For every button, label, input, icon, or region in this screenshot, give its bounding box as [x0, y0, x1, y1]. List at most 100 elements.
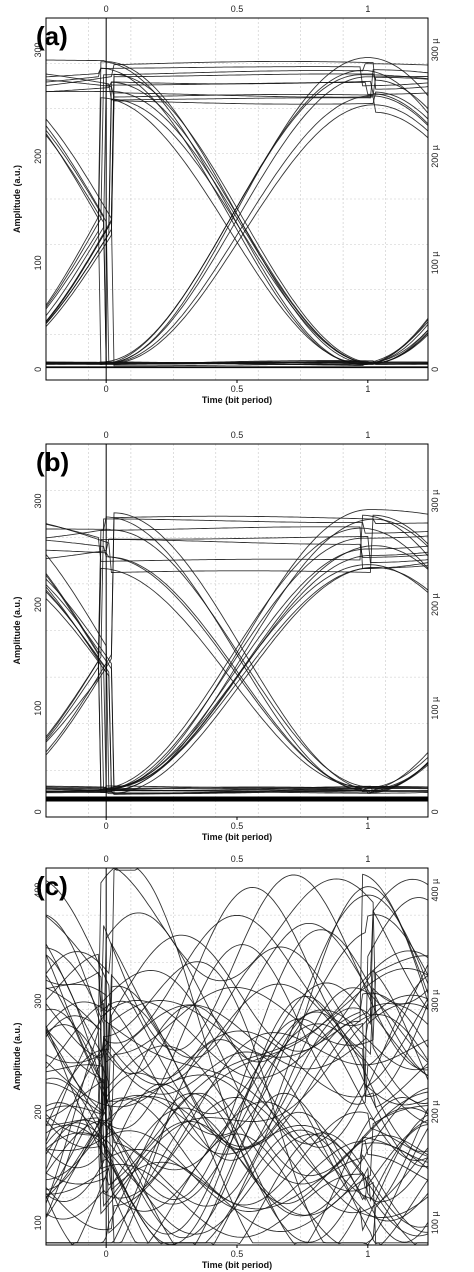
panel-a: 0 0.5 1 0 0.5 1 0 100 200 300 0 100 µ 200 µ 300 µ Time… [12, 4, 440, 405]
x-tick-label-bottom: 0 [104, 1249, 109, 1259]
eye-trace [45, 134, 428, 365]
eye-trace [45, 512, 428, 792]
eye-trace [45, 922, 429, 1104]
x-tick-label-top: 0.5 [231, 854, 244, 864]
eye-trace [45, 66, 429, 87]
eye-trace [45, 331, 429, 365]
eye-trace [45, 1087, 429, 1220]
x-tick-label-top: 0 [104, 854, 109, 864]
eye-trace [45, 909, 429, 1127]
eye-trace [46, 527, 429, 790]
y-tick-label-right: 100 µ [430, 252, 440, 275]
panel-c: 0 0.5 1 0 0.5 1 100 200 300 400 100 µ 200 µ 300 µ 400… [12, 854, 440, 1270]
y-tick-label-left: 400 [33, 883, 43, 898]
eye-trace [45, 92, 429, 324]
y-tick-label-left: 100 [33, 701, 43, 716]
eye-trace [45, 60, 429, 90]
eye-trace [45, 947, 429, 1237]
eye-trace [45, 514, 429, 573]
y-tick-label-right: 0 [430, 367, 440, 372]
eye-trace [45, 867, 429, 1205]
eye-trace [46, 329, 429, 365]
y-tick-label-right: 300 µ [430, 990, 440, 1013]
x-tick-label-top: 0 [104, 430, 109, 440]
eye-trace [45, 1047, 429, 1222]
eye-trace [45, 98, 429, 364]
y-tick-label-right: 100 µ [430, 697, 440, 720]
eye-trace [45, 969, 429, 1177]
eye-trace [45, 76, 429, 98]
y-tick-label-left: 100 [33, 1215, 43, 1230]
eye-trace [46, 318, 429, 366]
x-tick-label-top: 1 [365, 4, 370, 14]
eye-trace [45, 61, 429, 366]
eye-trace [45, 868, 429, 1142]
eye-trace [45, 954, 429, 1246]
x-tick-label-bottom: 0 [104, 384, 109, 394]
x-tick-label-bottom: 0.5 [231, 1249, 244, 1259]
eye-trace [45, 535, 429, 791]
x-tick-label-bottom: 0 [104, 821, 109, 831]
y-tick-label-right: 0 [430, 809, 440, 814]
eye-trace [45, 573, 428, 792]
y-tick-label-left: 300 [33, 493, 43, 508]
eye-trace [45, 551, 429, 792]
x-tick-label-top: 0.5 [231, 430, 244, 440]
eye-trace [45, 69, 429, 101]
y-tick-label-left: 200 [33, 149, 43, 164]
x-tick-label-bottom: 1 [365, 1249, 370, 1259]
y-tick-label-right: 200 µ [430, 145, 440, 168]
y-axis-label: Amplitude (a.u.) [12, 165, 22, 233]
eye-trace [45, 80, 429, 125]
y-tick-label-right: 200 µ [430, 1101, 440, 1124]
eye-traces [45, 509, 429, 802]
x-axis-label: Time (bit period) [202, 1260, 272, 1270]
eye-trace [45, 526, 429, 738]
eye-trace [45, 67, 428, 365]
eye-trace [45, 63, 429, 308]
eye-trace [45, 880, 429, 1080]
eye-trace [45, 518, 429, 739]
y-tick-label-left: 200 [33, 597, 43, 612]
y-tick-label-left: 200 [33, 1104, 43, 1119]
y-tick-label-left: 0 [33, 809, 43, 814]
x-axis-label: Time (bit period) [202, 832, 272, 842]
eye-trace [45, 536, 429, 563]
eye-trace [45, 91, 429, 327]
panel-label: (b) [36, 447, 69, 477]
eye-trace [45, 950, 429, 1234]
eye-trace [45, 874, 429, 1071]
x-tick-label-bottom: 1 [365, 384, 370, 394]
eye-trace [45, 75, 429, 364]
x-tick-label-top: 0.5 [231, 4, 244, 14]
panel-label: (a) [36, 21, 68, 51]
eye-trace [45, 1045, 429, 1185]
y-tick-label-left: 300 [33, 42, 43, 57]
panel-label: (c) [36, 871, 68, 901]
y-tick-label-right: 200 µ [430, 593, 440, 616]
eye-trace [46, 57, 429, 364]
y-axis-label: Amplitude (a.u.) [12, 1023, 22, 1091]
x-tick-label-top: 1 [365, 854, 370, 864]
y-tick-label-left: 100 [33, 255, 43, 270]
eye-trace [45, 1025, 429, 1245]
x-tick-label-bottom: 0.5 [231, 384, 244, 394]
eye-trace [45, 1105, 429, 1232]
eye-traces [45, 867, 429, 1246]
x-tick-label-bottom: 0.5 [231, 821, 244, 831]
eye-trace [45, 987, 429, 1207]
eye-trace [45, 567, 428, 788]
eye-trace [45, 1117, 429, 1210]
eye-trace [45, 974, 429, 1212]
eye-trace [45, 995, 429, 1246]
eye-trace [45, 914, 429, 1246]
y-axis-label: Amplitude (a.u.) [12, 597, 22, 665]
eye-trace [45, 514, 429, 562]
eye-trace [45, 762, 429, 795]
y-tick-label-right: 300 µ [430, 490, 440, 513]
y-tick-label-left: 300 [33, 994, 43, 1009]
x-tick-label-bottom: 1 [365, 821, 370, 831]
eye-trace [45, 914, 429, 1089]
eye-trace [45, 81, 429, 364]
